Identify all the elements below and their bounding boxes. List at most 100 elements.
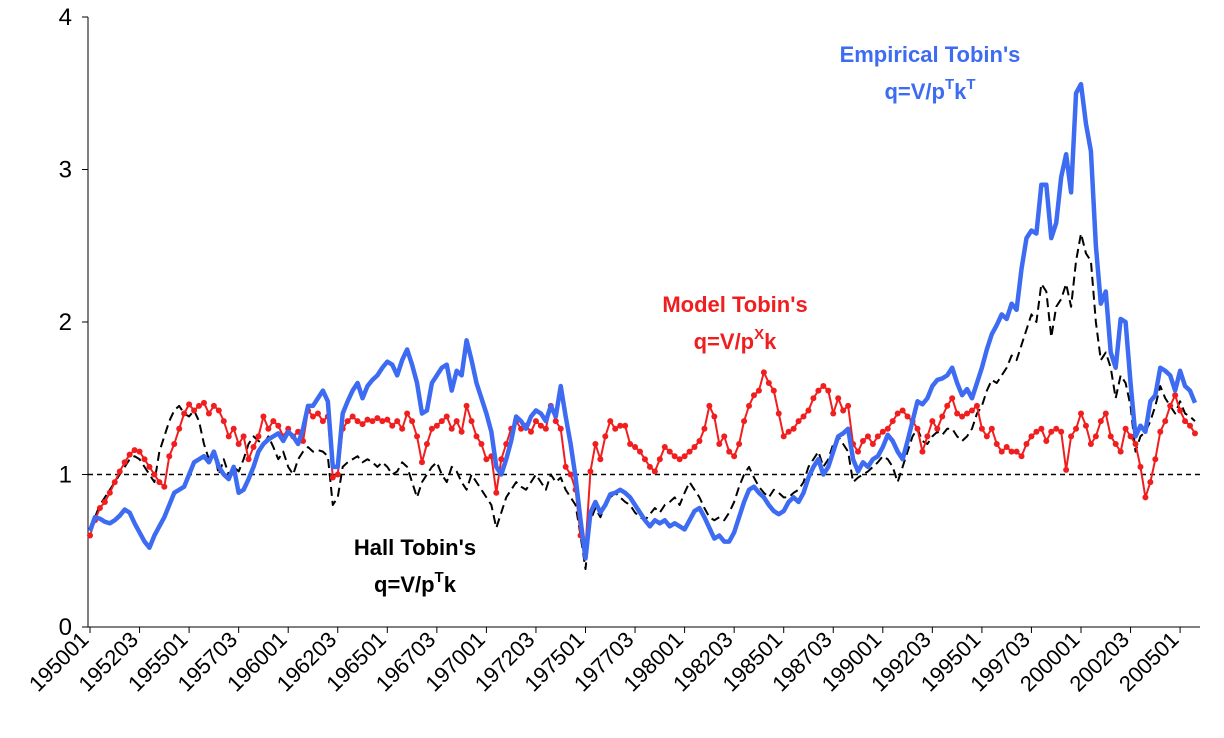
y-tick-label: 3 — [59, 157, 72, 184]
data-point — [785, 428, 792, 435]
data-point — [879, 428, 886, 435]
data-point — [716, 441, 723, 447]
data-point — [993, 441, 1000, 447]
data-point — [1082, 422, 1089, 429]
data-point — [701, 425, 708, 432]
data-point — [265, 425, 272, 432]
formula-part: k — [954, 79, 967, 104]
data-point — [181, 410, 188, 417]
data-point — [1107, 433, 1114, 440]
data-point — [914, 425, 921, 432]
data-point — [894, 410, 901, 417]
data-point — [404, 410, 411, 417]
data-point — [270, 418, 277, 425]
data-point — [760, 369, 767, 376]
data-point — [1142, 494, 1149, 501]
data-point — [394, 418, 401, 425]
data-point — [106, 489, 113, 496]
data-point — [478, 441, 485, 447]
data-point — [230, 425, 237, 432]
data-point — [1023, 441, 1030, 447]
data-point — [354, 418, 361, 425]
data-point — [1078, 410, 1084, 417]
data-point — [418, 459, 425, 466]
data-point — [1063, 466, 1070, 473]
data-point — [676, 456, 683, 463]
data-point — [954, 410, 961, 417]
data-point — [656, 456, 663, 463]
data-point — [433, 422, 440, 429]
data-point — [1048, 428, 1055, 435]
formula-part: T — [435, 569, 444, 586]
data-point — [1122, 425, 1129, 432]
data-point — [240, 433, 247, 440]
data-point — [1187, 422, 1194, 429]
data-point — [364, 416, 371, 423]
data-point — [87, 532, 93, 539]
data-point — [988, 425, 995, 432]
data-point — [151, 471, 158, 478]
data-point — [121, 459, 128, 466]
data-point — [349, 413, 356, 420]
data-point — [215, 407, 222, 414]
data-point — [770, 387, 777, 394]
data-point — [859, 437, 866, 444]
data-point — [156, 479, 163, 486]
data-point — [1102, 410, 1109, 417]
data-point — [245, 456, 252, 463]
data-point — [334, 471, 341, 478]
data-point — [111, 479, 118, 486]
data-point — [186, 401, 193, 408]
formula-part: q=V/p — [694, 329, 755, 354]
data-point — [176, 425, 183, 432]
data-point — [1073, 425, 1080, 432]
data-point — [141, 456, 148, 463]
data-point — [399, 425, 406, 432]
data-point — [706, 402, 713, 409]
data-point — [973, 402, 980, 409]
data-point — [463, 402, 470, 409]
data-point — [964, 410, 971, 417]
data-point — [1182, 418, 1189, 425]
data-point — [552, 418, 559, 425]
data-point — [978, 425, 985, 432]
data-point — [537, 422, 544, 429]
data-point — [1058, 428, 1065, 435]
data-point — [225, 433, 232, 440]
data-point — [627, 441, 634, 447]
data-point — [369, 418, 376, 425]
data-point — [820, 383, 827, 390]
data-point — [344, 418, 351, 425]
data-point — [191, 407, 198, 414]
data-point — [126, 451, 133, 458]
data-point — [255, 433, 262, 440]
data-point — [1068, 433, 1075, 440]
data-point — [641, 456, 648, 463]
data-point — [825, 387, 832, 394]
data-point — [428, 425, 435, 432]
data-point — [557, 425, 564, 432]
data-point — [671, 453, 678, 460]
data-point — [651, 468, 658, 475]
formula-part: T — [966, 76, 975, 93]
data-point — [438, 418, 445, 425]
series-formula: q=V/pTkT — [884, 76, 975, 104]
data-point — [409, 418, 416, 425]
data-point — [711, 413, 718, 420]
data-point — [805, 407, 812, 414]
data-point — [329, 474, 336, 481]
data-point — [196, 402, 203, 409]
data-point — [205, 410, 212, 417]
data-point — [532, 418, 539, 425]
data-point — [646, 463, 653, 470]
data-point — [1132, 441, 1139, 447]
data-point — [864, 433, 871, 440]
data-point — [166, 453, 173, 460]
data-point — [567, 471, 574, 478]
data-point — [780, 433, 787, 440]
data-point — [983, 433, 990, 440]
data-point — [473, 433, 480, 440]
data-point — [929, 418, 936, 425]
data-point — [721, 433, 728, 440]
data-point — [686, 448, 693, 455]
